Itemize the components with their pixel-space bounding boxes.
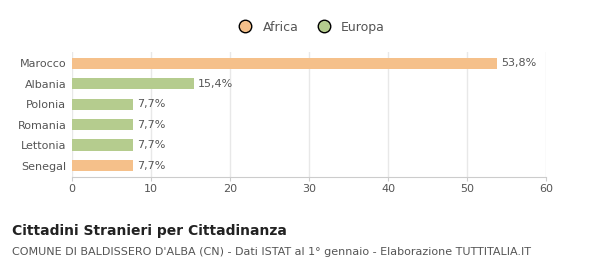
- Bar: [72, 160, 133, 171]
- Text: Cittadini Stranieri per Cittadinanza: Cittadini Stranieri per Cittadinanza: [12, 224, 287, 238]
- Text: 7,7%: 7,7%: [137, 160, 165, 171]
- Bar: [72, 119, 133, 130]
- Text: 7,7%: 7,7%: [137, 120, 165, 130]
- Bar: [72, 78, 194, 89]
- Text: 7,7%: 7,7%: [137, 99, 165, 109]
- Bar: [72, 139, 133, 151]
- Bar: [72, 99, 133, 110]
- Legend: Africa, Europa: Africa, Europa: [233, 21, 385, 34]
- Text: 53,8%: 53,8%: [501, 58, 536, 68]
- Text: 15,4%: 15,4%: [197, 79, 233, 89]
- Text: COMUNE DI BALDISSERO D'ALBA (CN) - Dati ISTAT al 1° gennaio - Elaborazione TUTTI: COMUNE DI BALDISSERO D'ALBA (CN) - Dati …: [12, 247, 531, 257]
- Bar: [72, 58, 497, 69]
- Text: 7,7%: 7,7%: [137, 140, 165, 150]
